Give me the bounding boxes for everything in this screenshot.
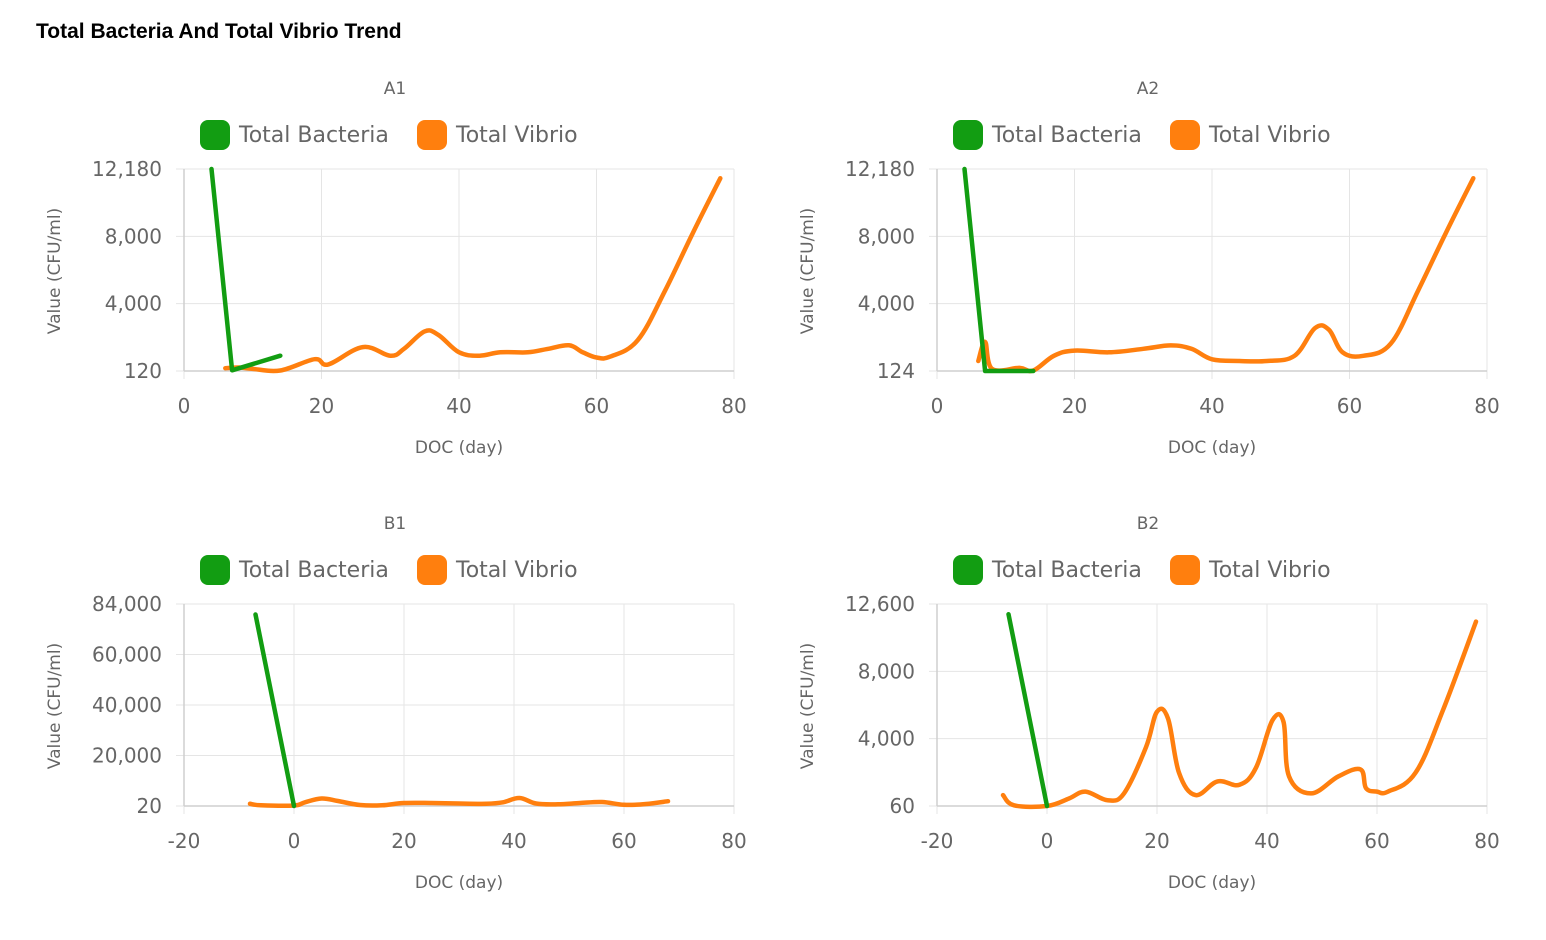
chart-title: A2 [1137,79,1159,99]
y-tick-label: 60,000 [92,643,162,667]
chart-b1: B1 Total Bacteria Total Vibrio -20 0 20 40 60 80… [0,505,760,925]
chart-title: B2 [1137,514,1159,534]
x-axis-label: DOC (day) [1168,873,1256,893]
chart-a1: A1 Total Bacteria Total Vibrio 0 20 40 60 80 120… [0,70,760,490]
legend-swatch [953,120,983,150]
series-line-total-bacteria[interactable] [1006,611,1050,809]
legend-swatch [953,555,983,585]
x-tick-label: 60 [1364,829,1389,853]
x-tick-label: 60 [584,394,609,418]
x-tick-label: 20 [309,394,334,418]
y-tick-label: 12,180 [92,157,162,181]
legend-item-total-bacteria[interactable]: Total Bacteria [200,120,389,150]
y-tick-label: 20,000 [92,744,162,768]
y-tick-label: 84,000 [92,592,162,616]
x-axis-label: DOC (day) [415,438,503,458]
y-tick-label: 120 [124,359,162,383]
x-tick-label: 20 [1144,829,1169,853]
x-tick-label: -20 [168,829,201,853]
x-tick-label: 0 [178,394,191,418]
x-tick-label: 80 [1474,829,1499,853]
legend-item-total-vibrio[interactable]: Total Vibrio [1170,555,1331,585]
legend-swatch [417,555,447,585]
legend-label: Total Bacteria [991,123,1142,148]
x-tick-label: 40 [501,829,526,853]
legend-swatch [200,120,230,150]
legend-item-total-bacteria[interactable]: Total Bacteria [953,120,1142,150]
chart-svg: A1 Total Bacteria Total Vibrio 0 20 40 60 80 120… [45,79,747,458]
chart-title: A1 [384,79,406,99]
x-tick-label: 60 [1337,394,1362,418]
legend-label: Total Bacteria [238,123,389,148]
legend-item-total-vibrio[interactable]: Total Vibrio [417,555,578,585]
x-tick-label: -20 [921,829,954,853]
y-tick-label: 20 [137,794,162,818]
x-tick-label: 0 [288,829,301,853]
legend-label: Total Vibrio [455,123,578,148]
series-line-total-vibrio[interactable] [1000,619,1479,810]
y-axis-label: Value (CFU/ml) [45,208,65,334]
y-axis-label: Value (CFU/ml) [798,208,818,334]
y-tick-label: 40,000 [92,693,162,717]
series-line-total-vibrio[interactable] [247,795,671,809]
x-tick-label: 80 [721,394,746,418]
legend-swatch [417,120,447,150]
x-tick-label: 60 [611,829,636,853]
series-line-total-bacteria[interactable] [253,612,297,809]
legend-label: Total Vibrio [455,558,578,583]
legend-item-total-vibrio[interactable]: Total Vibrio [417,120,578,150]
y-tick-label: 8,000 [105,224,162,248]
series-line-total-bacteria[interactable] [209,166,283,373]
x-axis-label: DOC (day) [415,873,503,893]
legend-item-total-bacteria[interactable]: Total Bacteria [953,555,1142,585]
chart-svg: A2 Total Bacteria Total Vibrio 0 20 40 60 80 124… [798,79,1500,458]
y-tick-label: 4,000 [858,727,915,751]
chart-title: B1 [384,514,406,534]
page-title: Total Bacteria And Total Vibrio Trend [36,20,402,43]
x-tick-label: 80 [1474,394,1499,418]
x-axis-label: DOC (day) [1168,438,1256,458]
legend-swatch [200,555,230,585]
series-line-total-vibrio[interactable] [976,176,1476,374]
chart-svg: B2 Total Bacteria Total Vibrio -20 0 20 40 60 80… [798,514,1500,893]
y-tick-label: 4,000 [105,292,162,316]
y-tick-label: 8,000 [858,659,915,683]
y-axis-label: Value (CFU/ml) [798,643,818,769]
chart-a2: A2 Total Bacteria Total Vibrio 0 20 40 60 80 124… [753,70,1513,490]
x-tick-label: 40 [1254,829,1279,853]
y-tick-label: 124 [877,359,915,383]
series-line-total-bacteria[interactable] [962,166,1036,374]
y-tick-label: 8,000 [858,224,915,248]
y-tick-label: 4,000 [858,292,915,316]
y-tick-label: 12,600 [845,592,915,616]
legend-label: Total Bacteria [991,558,1142,583]
legend-swatch [1170,120,1200,150]
legend-label: Total Bacteria [238,558,389,583]
x-tick-label: 40 [446,394,471,418]
x-tick-label: 20 [391,829,416,853]
legend-item-total-vibrio[interactable]: Total Vibrio [1170,120,1331,150]
x-tick-label: 40 [1199,394,1224,418]
series-line-total-vibrio[interactable] [223,176,723,374]
x-tick-label: 80 [721,829,746,853]
chart-svg: B1 Total Bacteria Total Vibrio -20 0 20 40 60 80… [45,514,747,893]
y-tick-label: 60 [890,794,915,818]
legend-label: Total Vibrio [1208,123,1331,148]
x-tick-label: 20 [1062,394,1087,418]
legend-item-total-bacteria[interactable]: Total Bacteria [200,555,389,585]
legend-label: Total Vibrio [1208,558,1331,583]
x-tick-label: 0 [1041,829,1054,853]
y-tick-label: 12,180 [845,157,915,181]
chart-b2: B2 Total Bacteria Total Vibrio -20 0 20 40 60 80… [753,505,1513,925]
legend-swatch [1170,555,1200,585]
x-tick-label: 0 [931,394,944,418]
y-axis-label: Value (CFU/ml) [45,643,65,769]
